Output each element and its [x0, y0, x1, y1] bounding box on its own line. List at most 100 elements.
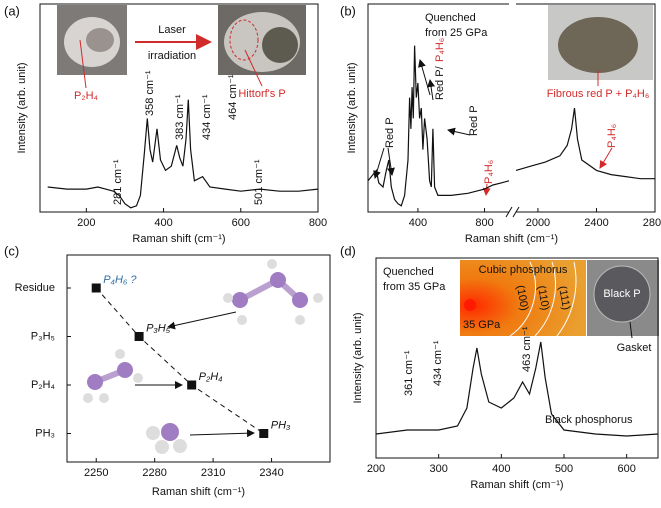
x-tick-label: 600 — [617, 463, 635, 475]
photo-detail — [262, 27, 298, 63]
x-axis-label: Raman shift (cm⁻¹) — [465, 233, 558, 245]
annotation: Hittorf's P — [238, 88, 285, 100]
atom — [237, 315, 247, 325]
arrow — [427, 79, 435, 101]
atom — [173, 439, 187, 453]
atom — [87, 374, 103, 390]
panel-label: (b) — [340, 3, 356, 18]
x-tick-label: 400 — [154, 217, 172, 229]
atom — [146, 426, 160, 440]
annotation: (110) — [535, 285, 551, 312]
spectrum — [367, 45, 655, 207]
x-tick-label: 400 — [492, 463, 510, 475]
atom — [117, 362, 133, 378]
atom — [99, 393, 109, 403]
annotation: from 25 GPa — [425, 27, 488, 39]
x-axis-label: Raman shift (cm⁻¹) — [470, 479, 563, 491]
atom — [161, 423, 179, 441]
axis-break — [509, 208, 516, 216]
trend-line — [95, 287, 265, 434]
annotation: (111) — [556, 285, 572, 311]
y-axis-label: Intensity (arb. unit) — [352, 312, 364, 403]
arrow — [189, 429, 255, 438]
x-tick-label: 200 — [367, 463, 385, 475]
annotation: Fibrous red P + P₄H₆ — [547, 88, 650, 100]
point — [259, 429, 269, 438]
atom — [83, 393, 93, 403]
x-axis-label: Raman shift (cm⁻¹) — [132, 233, 225, 245]
annotation: 463 cm⁻¹ — [521, 326, 533, 372]
arrow — [244, 49, 263, 87]
atom — [295, 315, 305, 325]
photo-detail — [556, 261, 577, 337]
annotation: Gasket — [617, 342, 652, 354]
annotation: from 35 GPa — [383, 281, 446, 293]
panel-label: (a) — [4, 3, 20, 18]
panel-label: (d) — [340, 243, 356, 258]
x-tick-label: 400 — [409, 217, 427, 229]
x-tick-label: 2310 — [201, 467, 225, 479]
x-tick-label: 2340 — [259, 467, 283, 479]
annotation: P₄H₆ — [483, 160, 495, 184]
atom — [223, 293, 233, 303]
annotation: Laser — [158, 24, 186, 36]
atom — [115, 349, 125, 359]
y-tick-label: Residue — [15, 282, 55, 294]
photos — [57, 5, 659, 339]
x-tick-label: 2800 — [643, 217, 661, 229]
annotation: Quenched — [425, 12, 476, 24]
photo-detail — [86, 28, 114, 52]
annotation: P₂H₄ — [74, 90, 99, 102]
annotation: Black P — [603, 288, 640, 300]
atom — [270, 272, 286, 288]
x-tick-label: 200 — [77, 217, 95, 229]
photo-detail — [229, 19, 259, 61]
y-tick-label: P₂H₄ — [31, 379, 56, 391]
x-axis-label: Raman shift (cm⁻¹) — [152, 486, 245, 498]
x-tick-label: 500 — [555, 463, 573, 475]
arrow — [599, 147, 613, 169]
photo-detail — [464, 299, 476, 311]
atom — [133, 373, 143, 383]
annotation: Black phosphorus — [545, 414, 633, 426]
molecules — [83, 259, 323, 454]
spectrum — [375, 341, 659, 437]
annotation: 434 cm⁻¹ — [432, 340, 444, 386]
arrow — [79, 39, 87, 89]
point-label: P₃H₅ — [146, 322, 171, 334]
annotation: 383 cm⁻¹ — [174, 94, 186, 140]
axis-break — [512, 206, 520, 218]
annotation: Red P — [468, 105, 480, 136]
point-label: PH₃ — [271, 419, 291, 431]
arrow — [482, 183, 491, 196]
x-tick-label: 800 — [475, 217, 493, 229]
spectrum — [47, 99, 319, 209]
point-label: P₄H₆ ? — [103, 274, 137, 286]
annotation: irradiation — [148, 50, 196, 62]
axis-break — [505, 206, 513, 218]
y-tick-label: PH₃ — [35, 427, 55, 439]
x-tick-label: 2280 — [142, 467, 166, 479]
x-tick-label: 2000 — [526, 217, 550, 229]
point — [134, 332, 144, 341]
arrow — [447, 127, 471, 136]
annotation: (100) — [514, 284, 530, 311]
atom — [232, 292, 248, 308]
x-tick-label: 2400 — [584, 217, 608, 229]
x-tick-label: 2250 — [84, 467, 108, 479]
annotation: Red P/ — [434, 65, 446, 100]
point — [187, 380, 197, 390]
annotation: Quenched — [383, 266, 434, 278]
photo-detail — [534, 261, 556, 337]
point — [91, 283, 101, 293]
plot-frame — [39, 3, 319, 213]
annotation: 501 cm⁻¹ — [253, 159, 265, 205]
atom — [313, 293, 323, 303]
photo-detail — [509, 261, 536, 337]
atom — [155, 440, 169, 454]
arrow — [629, 321, 633, 339]
arrow — [167, 311, 237, 330]
photo-detail — [593, 265, 651, 323]
arrow — [387, 147, 395, 176]
